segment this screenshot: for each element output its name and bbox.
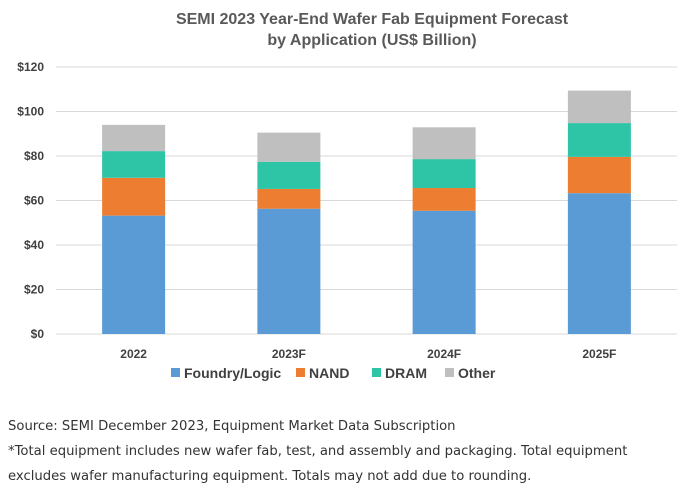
legend-item: Foundry/Logic (171, 365, 281, 381)
notes: Source: SEMI December 2023, Equipment Ma… (8, 414, 686, 489)
bars (102, 90, 631, 334)
legend-label: DRAM (385, 365, 427, 381)
bar-segment (257, 161, 321, 189)
y-tick-label: $20 (24, 283, 44, 297)
legend-label: Other (458, 365, 496, 381)
source-note: Source: SEMI December 2023, Equipment Ma… (8, 419, 456, 434)
bar-segment (102, 215, 166, 334)
y-tick-label: $60 (24, 194, 44, 208)
bar-segment (412, 188, 476, 211)
chart-title-line1: SEMI 2023 Year-End Wafer Fab Equipment F… (176, 11, 569, 28)
bar-segment (412, 127, 476, 160)
x-tick-label: 2024F (427, 347, 461, 361)
bar-segment (567, 156, 631, 194)
x-tick-label: 2025F (582, 347, 616, 361)
legend-swatch (372, 368, 381, 377)
footnote-line1: *Total equipment includes new wafer fab,… (8, 444, 628, 459)
bar-segment (102, 151, 166, 178)
y-tick-label: $0 (31, 327, 45, 341)
chart: SEMI 2023 Year-End Wafer Fab Equipment F… (17, 11, 677, 381)
y-tick-label: $100 (17, 105, 44, 119)
y-axis: $0 $20 $40 $60 $80 $100 $120 (17, 60, 44, 341)
x-tick-label: 2023F (272, 347, 306, 361)
legend-label: NAND (309, 365, 349, 381)
bar-segment (102, 177, 166, 216)
legend-item: DRAM (372, 365, 427, 381)
legend-swatch (171, 368, 180, 377)
legend-item: NAND (296, 365, 349, 381)
bar-segment (257, 132, 321, 162)
legend-item: Other (445, 365, 496, 381)
bar-segment (567, 123, 631, 157)
bar-segment (412, 210, 476, 334)
bar-segment (567, 193, 631, 334)
x-axis: 2022 2023F 2024F 2025F (120, 347, 616, 361)
bar-segment (412, 159, 476, 189)
bar-segment (257, 188, 321, 209)
footnote-line2: excludes wafer manufacturing equipment. … (8, 469, 532, 484)
bar-segment (257, 208, 321, 334)
legend-swatch (296, 368, 305, 377)
y-tick-label: $40 (24, 238, 44, 252)
legend: Foundry/Logic NAND DRAM Other (171, 365, 496, 381)
legend-swatch (445, 368, 454, 377)
bar-segment (567, 90, 631, 124)
bar-segment (102, 124, 166, 152)
y-tick-label: $120 (17, 60, 44, 74)
chart-title-line2: by Application (US$ Billion) (267, 32, 476, 49)
legend-label: Foundry/Logic (184, 365, 281, 381)
x-tick-label: 2022 (120, 347, 147, 361)
y-tick-label: $80 (24, 149, 44, 163)
